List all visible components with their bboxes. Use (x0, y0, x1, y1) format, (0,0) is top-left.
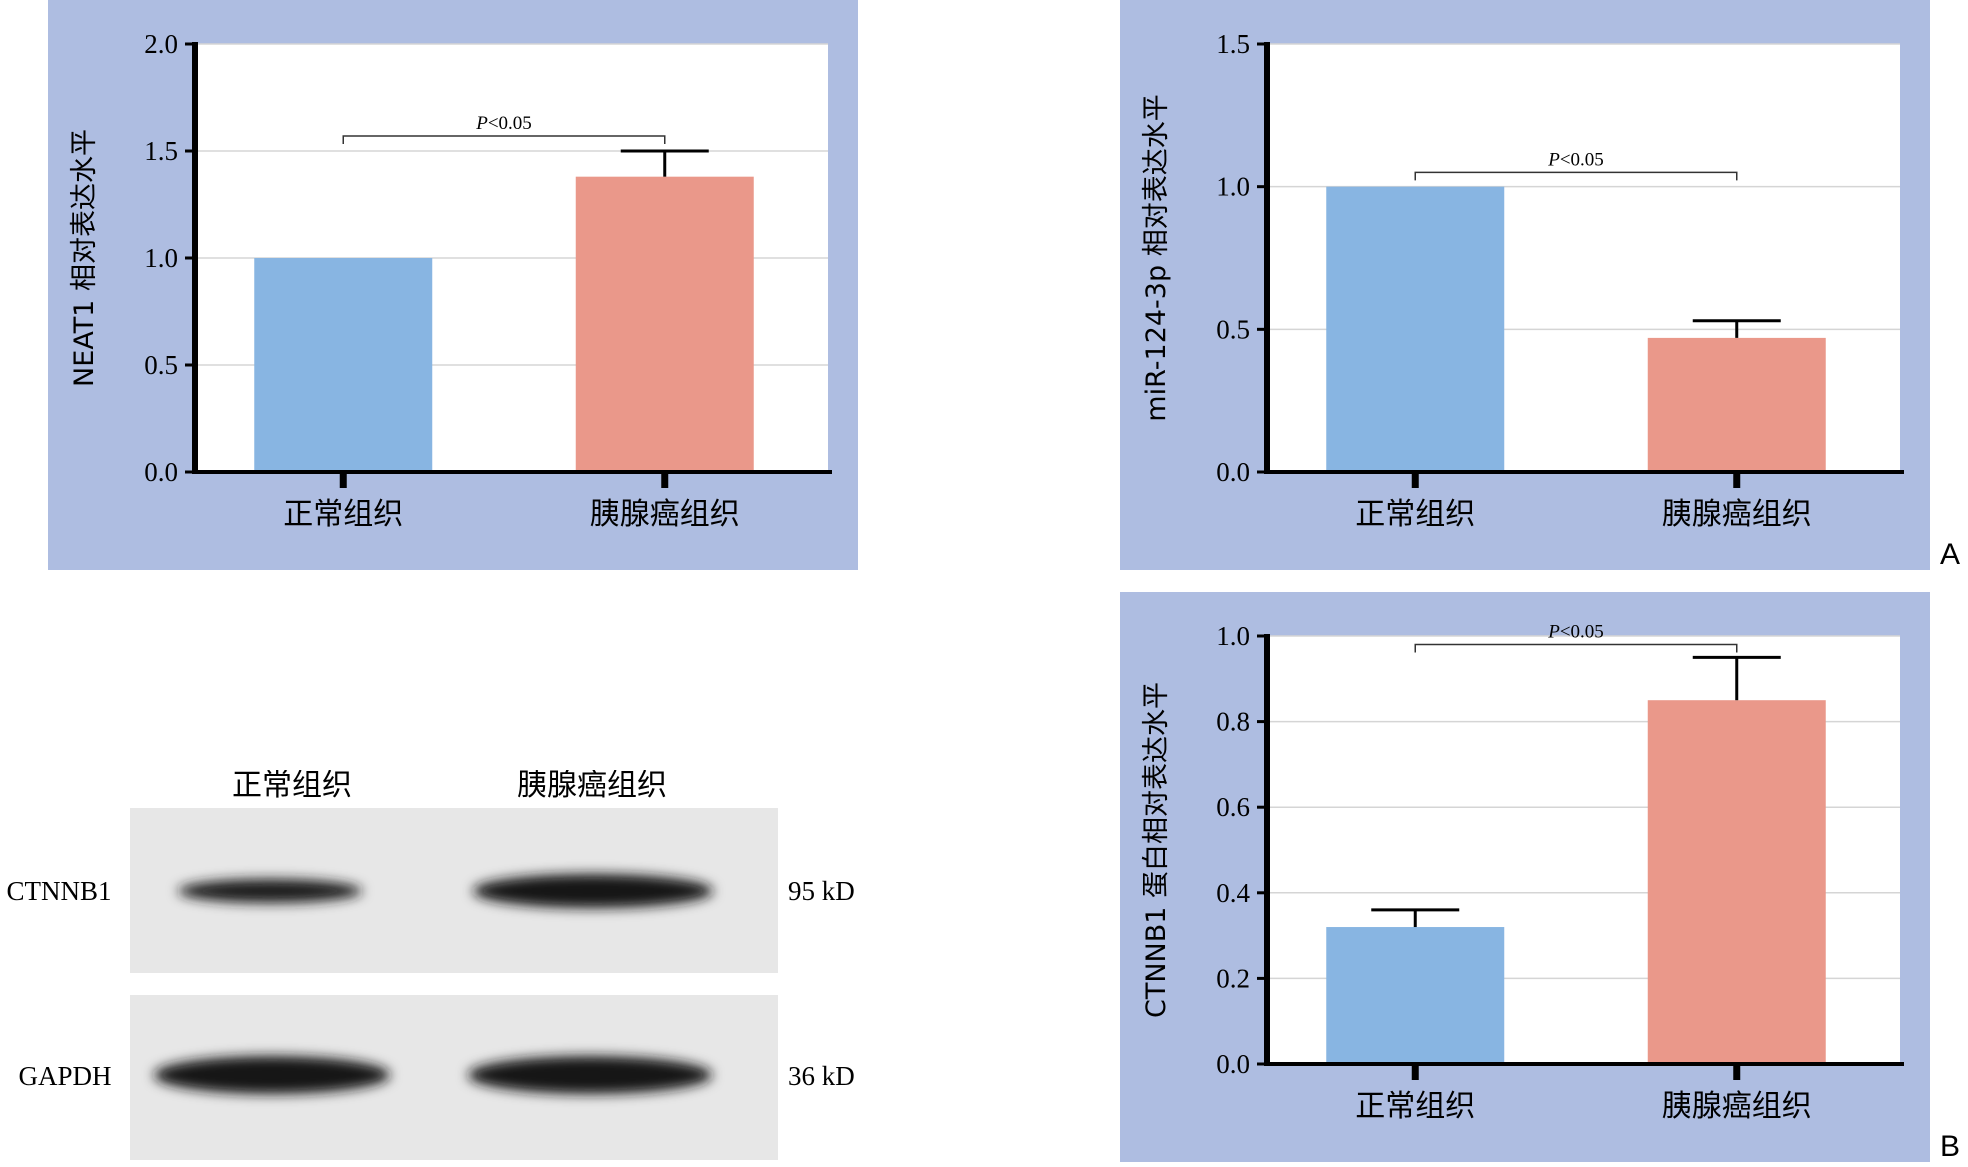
size-label-gapdh: 36 kD (788, 1061, 855, 1091)
significance-bracket (1414, 643, 1738, 653)
x-tick-label: 正常组织 (1355, 1089, 1475, 1124)
y-tick-label: 0.0 (1216, 1049, 1250, 1079)
y-axis-label: CTNNB1 蛋白相对表达水平 (1141, 682, 1172, 1018)
y-axis-label: miR-124-3p 相对表达水平 (1141, 94, 1172, 421)
western-blot: 正常组织 胰腺癌组织 CTNNB1 95 kD GAPDH 36 kD (0, 770, 900, 1167)
y-tick-label: 0.5 (1216, 314, 1250, 344)
bar (1647, 337, 1826, 472)
bar-chart-mir124: 0.0 0.5 1.0 1.5 正常组织 胰腺癌组织 P<0.05 miR-124-3p 相对… (1141, 29, 1904, 532)
bar (575, 176, 754, 472)
bar (254, 258, 433, 472)
y-tick-label: 0.5 (144, 350, 178, 380)
significance-bracket (1414, 171, 1738, 181)
bar-chart-neat1: 0.0 0.5 1.0 1.5 2.0 正常组织 胰腺癌组织 P<0.05 NEAT1 相对表达… (69, 29, 832, 532)
y-tick-label: 0.0 (1216, 457, 1250, 487)
y-tick-label: 1.0 (1216, 621, 1250, 651)
x-tick-label: 胰腺癌组织 (1662, 1089, 1812, 1124)
chart-panel-ctnnb1: 0.0 0.2 0.4 0.6 0.8 1.0 正常组织 胰腺癌组织 P<0.05 CTNNB1 … (1120, 592, 1930, 1162)
y-axis-label: NEAT1 相对表达水平 (69, 129, 100, 387)
y-tick-label: 0.6 (1216, 792, 1250, 822)
bar-chart-ctnnb1: 0.0 0.2 0.4 0.6 0.8 1.0 正常组织 胰腺癌组织 P<0.05 CTNNB1 … (1141, 621, 1904, 1124)
x-tick-label: 正常组织 (283, 497, 403, 532)
significance-label: P<0.05 (475, 113, 532, 134)
y-tick-label: 2.0 (144, 29, 178, 59)
y-tick-label: 0.2 (1216, 963, 1250, 993)
lane-label-cancer: 胰腺癌组织 (517, 770, 667, 803)
panel-letter-b: B (1940, 1130, 1961, 1163)
y-tick-label: 0.8 (1216, 707, 1250, 737)
bar (1326, 927, 1505, 1064)
protein-label-ctnnb1: CTNNB1 (6, 876, 111, 906)
y-tick-label: 1.5 (1216, 29, 1250, 59)
significance-bracket (342, 135, 666, 145)
band-gapdh-normal (154, 1056, 390, 1094)
western-blot-image: 正常组织 胰腺癌组织 CTNNB1 95 kD GAPDH 36 kD (6, 770, 855, 1160)
significance-label: P<0.05 (1547, 149, 1604, 170)
chart-panel-neat1: 0.0 0.5 1.0 1.5 2.0 正常组织 胰腺癌组织 P<0.05 NEAT1 相对表达… (48, 0, 858, 570)
significance-label: P<0.05 (1547, 622, 1604, 643)
band-gapdh-cancer (468, 1056, 712, 1094)
bar (1326, 186, 1505, 472)
y-tick-label: 0.4 (1216, 878, 1250, 908)
y-tick-label: 1.0 (144, 243, 178, 273)
chart-panel-mir124: 0.0 0.5 1.0 1.5 正常组织 胰腺癌组织 P<0.05 miR-124-3p 相对… (1120, 0, 1930, 570)
y-tick-label: 1.0 (1216, 172, 1250, 202)
band-ctnnb1-cancer (473, 874, 713, 908)
x-tick-label: 正常组织 (1355, 497, 1475, 532)
x-tick-label: 胰腺癌组织 (590, 497, 740, 532)
band-ctnnb1-normal (178, 879, 362, 903)
panel-letter-a: A (1940, 538, 1961, 571)
protein-label-gapdh: GAPDH (18, 1061, 111, 1091)
bar (1647, 700, 1826, 1064)
size-label-ctnnb1: 95 kD (788, 876, 855, 906)
x-tick-label: 胰腺癌组织 (1662, 497, 1812, 532)
lane-label-normal: 正常组织 (232, 770, 352, 803)
y-tick-label: 0.0 (144, 457, 178, 487)
y-tick-label: 1.5 (144, 136, 178, 166)
